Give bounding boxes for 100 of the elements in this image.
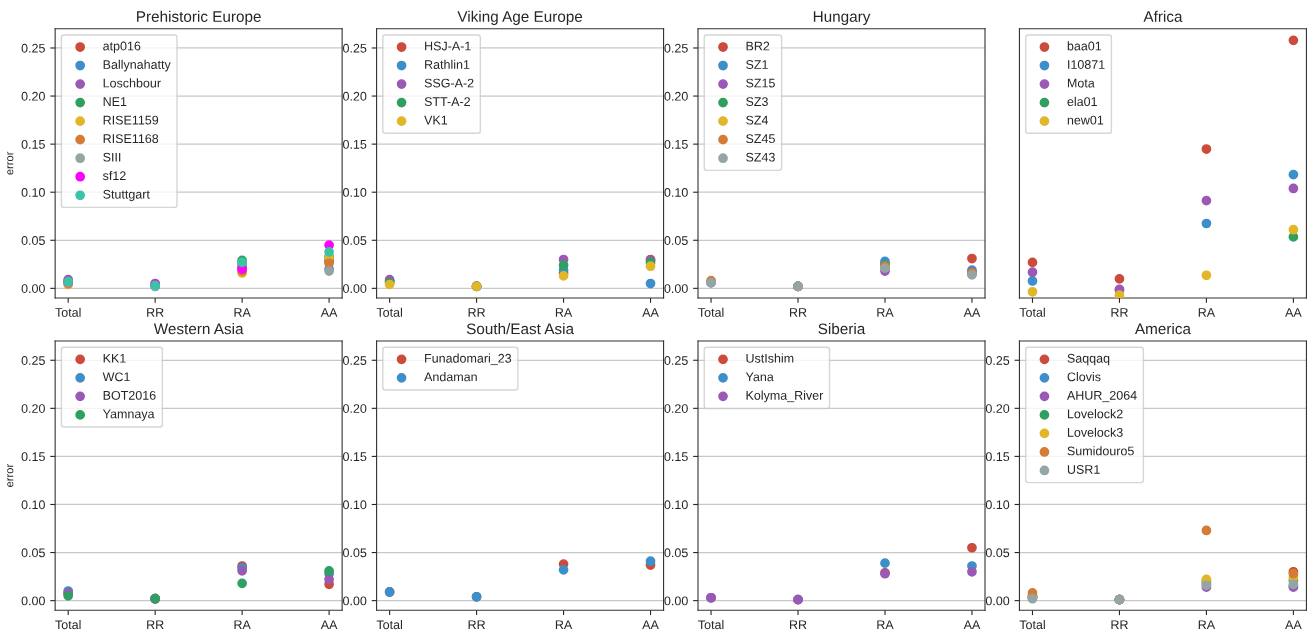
legend-label: AHUR_2064: [1066, 390, 1137, 403]
chart-title: Africa: [1143, 10, 1183, 22]
legend-label: Kolyma_River: [746, 390, 824, 403]
y-tick-label: 0.05: [343, 548, 367, 558]
x-tick-label: RA: [555, 308, 573, 317]
legend-label: UstIshim: [746, 353, 794, 363]
y-tick-label: 0.15: [664, 139, 688, 149]
chart-title: Viking Age Europe: [457, 10, 583, 25]
x-tick-label: RA: [234, 620, 251, 630]
chart-title: Siberia: [818, 323, 866, 335]
x-tick-label: Total: [1019, 307, 1045, 317]
legend-label: Mota: [1067, 78, 1095, 88]
y-tick-label: 0.10: [21, 500, 45, 510]
legend-label: sf12: [102, 170, 126, 181]
x-tick-label: RR: [468, 308, 486, 317]
x-tick-label: RR: [147, 620, 164, 630]
x-tick-label: RA: [555, 620, 573, 630]
y-tick-label: 0.25: [343, 43, 367, 53]
legend-label: SZ1: [746, 60, 768, 69]
y-tick-label: 0.20: [343, 404, 367, 413]
x-tick-label: RR: [147, 308, 164, 317]
y-tick-label: 0.15: [985, 452, 1010, 462]
chart-title: Western Asia: [153, 323, 244, 335]
y-tick-label: 0.10: [664, 500, 688, 510]
x-tick-label: Total: [698, 619, 724, 630]
x-tick-label: Total: [55, 619, 81, 630]
x-tick-label: AA: [320, 620, 338, 630]
legend-label: atp016: [103, 41, 141, 53]
y-tick-label: 0.20: [985, 404, 1010, 413]
y-tick-label: 0.00: [343, 284, 367, 293]
legend-label: baa01: [1067, 41, 1102, 51]
y-tick-label: 0.15: [664, 452, 688, 462]
legend-label: SSG-A-2: [424, 78, 474, 88]
y-tick-label: 0.00: [21, 596, 45, 606]
legend-label: Clovis: [1067, 372, 1101, 382]
x-tick-label: RA: [1198, 308, 1216, 317]
y-tick-label: 0.00: [664, 596, 688, 606]
legend-label: NE1: [103, 97, 127, 106]
y-tick-label: 0.20: [343, 91, 367, 101]
y-tick-label: 0.00: [343, 596, 367, 606]
x-tick-label: AA: [642, 620, 659, 630]
y-tick-label: 0.25: [343, 356, 367, 365]
y-tick-label: 0.25: [21, 356, 45, 365]
y-tick-label: 0.05: [21, 548, 45, 558]
chart-title: America: [1134, 323, 1191, 335]
y-tick-label: 0.05: [664, 548, 688, 558]
y-tick-label: 0.10: [343, 500, 367, 510]
y-tick-label: 0.10: [664, 188, 688, 197]
chart-title: Prehistoric Europe: [137, 10, 261, 25]
x-tick-label: RR: [1111, 308, 1128, 317]
chart-title: Hungary: [813, 11, 871, 25]
legend-label: Ballynahatty: [103, 59, 171, 72]
y-tick-label: 0.10: [985, 500, 1010, 510]
legend-label: new01: [1067, 115, 1104, 125]
legend-label: RISE1159: [103, 115, 159, 125]
legend-label: SIII: [103, 152, 121, 162]
y-tick-label: 0.15: [343, 139, 367, 149]
legend-label: I10871: [1068, 60, 1105, 69]
legend-label: Lovelock2: [1067, 409, 1123, 419]
legend-label: SZ4: [746, 115, 769, 125]
x-tick-label: Total: [1019, 619, 1045, 630]
y-tick-label: 0.00: [985, 596, 1010, 606]
y-tick-label: 0.25: [21, 43, 45, 53]
y-tick-label: 0.05: [21, 236, 45, 245]
x-tick-label: AA: [320, 308, 338, 317]
legend-label: KK1: [103, 354, 126, 363]
y-axis-title: error: [7, 464, 14, 487]
legend-label: SZ45: [746, 134, 775, 144]
x-tick-label: AA: [963, 308, 981, 317]
x-tick-label: RR: [468, 620, 486, 630]
x-tick-label: AA: [1285, 308, 1302, 317]
legend-label: Sumidouro5: [1067, 446, 1134, 456]
legend-label: ela01: [1067, 96, 1097, 107]
y-tick-label: 0.25: [664, 356, 688, 365]
legend-label: WC1: [102, 372, 130, 382]
y-axis-title: error: [7, 151, 14, 175]
y-tick-label: 0.20: [21, 91, 45, 101]
x-tick-label: Total: [376, 307, 402, 317]
x-tick-label: RA: [877, 308, 894, 317]
y-tick-label: 0.20: [664, 91, 688, 101]
legend-label: BR2: [746, 41, 770, 51]
legend-label: Loschbour: [103, 78, 161, 88]
legend-label: Yana: [745, 372, 774, 382]
y-tick-label: 0.25: [985, 356, 1010, 365]
y-tick-label: 0.10: [21, 188, 45, 197]
legend-label: Funadomari_23: [425, 353, 512, 366]
x-tick-label: RA: [1198, 620, 1216, 630]
y-tick-label: 0.00: [21, 284, 45, 293]
x-tick-label: RA: [877, 620, 894, 630]
y-tick-label: 0.05: [985, 548, 1010, 558]
legend-label: STT-A-2: [424, 97, 470, 107]
x-tick-label: Total: [698, 307, 724, 317]
x-tick-label: AA: [963, 620, 981, 630]
y-tick-label: 0.10: [343, 188, 367, 197]
legend-label: BOT2016: [103, 390, 156, 400]
legend-label: SZ15: [746, 78, 775, 88]
x-tick-label: RR: [1111, 620, 1128, 630]
x-tick-label: AA: [642, 308, 659, 317]
y-tick-label: 0.25: [664, 43, 688, 53]
legend-label: Andaman: [424, 372, 477, 382]
